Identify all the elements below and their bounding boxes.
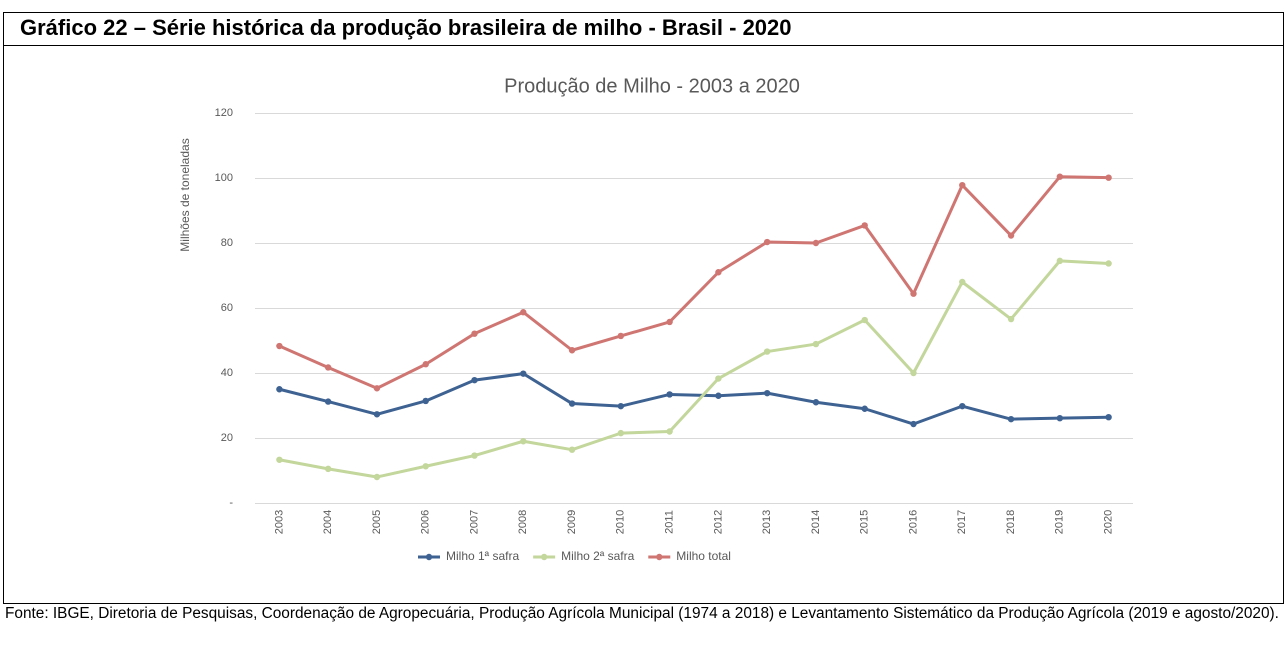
point bbox=[959, 402, 966, 410]
point bbox=[1105, 260, 1112, 267]
x-tick-label: 2003 bbox=[273, 510, 285, 534]
y-tick-label: 20 bbox=[221, 432, 233, 444]
y-tick-label: 100 bbox=[215, 172, 233, 184]
point bbox=[422, 361, 429, 368]
point bbox=[763, 348, 771, 355]
point bbox=[715, 269, 722, 276]
page-title: Gráfico 22 – Série histórica da produção… bbox=[20, 15, 792, 40]
point bbox=[1056, 173, 1064, 180]
x-tick-label: 2019 bbox=[1054, 510, 1066, 534]
point bbox=[1007, 232, 1015, 239]
point bbox=[373, 473, 381, 481]
point bbox=[520, 309, 527, 316]
point bbox=[812, 399, 820, 406]
point bbox=[276, 342, 283, 350]
x-tick-label: 2016 bbox=[907, 510, 919, 534]
point bbox=[568, 446, 576, 453]
point bbox=[861, 405, 868, 412]
x-tick-label: 2006 bbox=[420, 510, 432, 534]
x-tick-label: 2005 bbox=[371, 510, 383, 534]
point bbox=[763, 238, 771, 246]
point bbox=[568, 347, 576, 354]
series-line bbox=[279, 259, 1109, 479]
legend-label: Milho 2ª safra bbox=[561, 549, 634, 563]
series-line bbox=[278, 175, 1109, 390]
point bbox=[373, 411, 381, 418]
x-tick-label: 2018 bbox=[1005, 510, 1017, 534]
point bbox=[959, 278, 966, 286]
point bbox=[617, 402, 625, 410]
point bbox=[1056, 414, 1064, 422]
point bbox=[422, 463, 429, 470]
point bbox=[520, 438, 527, 445]
legend-marker bbox=[656, 553, 663, 561]
x-tick-label: 2004 bbox=[322, 510, 334, 534]
point bbox=[471, 330, 478, 337]
point bbox=[568, 400, 576, 407]
legend-label: Milho total bbox=[676, 549, 731, 563]
y-tick-label: 40 bbox=[221, 367, 233, 379]
chart-title: Produção de Milho - 2003 a 2020 bbox=[504, 75, 800, 97]
y-tick-label: 60 bbox=[221, 302, 233, 314]
point bbox=[910, 290, 917, 297]
point bbox=[1105, 174, 1112, 181]
y-tick-label: 80 bbox=[221, 237, 233, 249]
x-tick-label: 2011 bbox=[664, 510, 676, 534]
point bbox=[471, 452, 478, 459]
point bbox=[373, 385, 381, 392]
point bbox=[666, 318, 673, 326]
frame bbox=[3, 12, 1284, 604]
point bbox=[276, 386, 283, 393]
point bbox=[763, 389, 771, 397]
x-tick-label: 2012 bbox=[712, 510, 724, 534]
x-tick-label: 2010 bbox=[615, 510, 627, 534]
point bbox=[1007, 315, 1015, 323]
point bbox=[1105, 414, 1112, 421]
point bbox=[617, 429, 625, 437]
x-tick-label: 2014 bbox=[810, 510, 822, 534]
x-tick-label: 2009 bbox=[566, 510, 578, 534]
point bbox=[666, 428, 673, 435]
point bbox=[1007, 415, 1015, 423]
point bbox=[812, 239, 820, 247]
point bbox=[520, 370, 527, 377]
x-tick-label: 2020 bbox=[1103, 510, 1115, 534]
point bbox=[1056, 257, 1064, 265]
y-tick-label: 120 bbox=[215, 107, 233, 119]
point bbox=[910, 420, 917, 428]
point bbox=[324, 364, 332, 371]
point bbox=[715, 375, 722, 382]
x-tick-label: 2017 bbox=[956, 510, 968, 534]
point bbox=[471, 376, 478, 384]
footer-source: Fonte: IBGE, Diretoria de Pesquisas, Coo… bbox=[5, 605, 1279, 622]
point bbox=[324, 465, 332, 473]
x-tick-label: 2013 bbox=[761, 510, 773, 534]
point bbox=[276, 456, 283, 463]
x-tick-label: 2007 bbox=[468, 510, 480, 534]
point bbox=[617, 332, 625, 340]
y-axis-label: Milhões de toneladas bbox=[178, 138, 192, 251]
point bbox=[861, 222, 868, 229]
series-line bbox=[279, 372, 1109, 426]
legend-marker bbox=[425, 553, 433, 561]
point bbox=[812, 340, 820, 348]
x-tick-label: 2015 bbox=[859, 510, 871, 534]
point bbox=[861, 316, 868, 324]
point bbox=[715, 392, 722, 399]
x-tick-label: 2008 bbox=[517, 510, 529, 534]
point bbox=[666, 391, 673, 398]
point bbox=[959, 181, 966, 189]
y-tick-label: - bbox=[229, 497, 233, 509]
point bbox=[910, 369, 917, 377]
legend-marker bbox=[540, 553, 548, 561]
point bbox=[324, 398, 332, 405]
point bbox=[422, 397, 429, 405]
legend-label: Milho 1ª safra bbox=[446, 549, 519, 563]
